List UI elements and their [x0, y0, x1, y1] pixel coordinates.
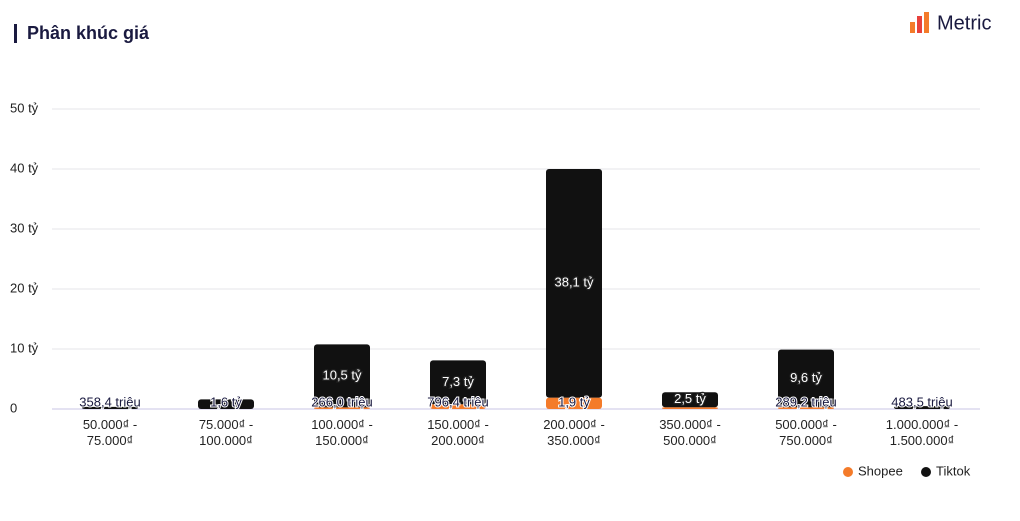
legend-label: Tiktok [936, 463, 971, 478]
y-tick-label: 50 tỷ [10, 100, 39, 115]
x-tick-label: 100.000₫ - 150.000₫ [311, 417, 373, 448]
bar-segment [430, 404, 486, 409]
value-label: 9,6 tỷ [790, 370, 822, 385]
bar-segment [894, 406, 950, 409]
bar-segment [546, 397, 602, 409]
y-tick-label: 10 tỷ [10, 340, 39, 355]
value-label: 483,5 triệu [891, 394, 952, 409]
bar-segment [778, 349, 834, 408]
bar-segment [662, 392, 718, 408]
bar-segment [662, 407, 718, 409]
bar-segment [82, 406, 138, 409]
y-tick-label: 0 [10, 400, 17, 415]
x-tick-label: 50.000₫ - 75.000₫ [82, 417, 138, 448]
y-tick-label: 40 tỷ [10, 160, 39, 175]
bar-segment [314, 407, 370, 409]
bar-segment [778, 407, 834, 409]
value-label: 1,9 tỷ [558, 394, 590, 409]
legend-label: Shopee [858, 463, 903, 478]
x-tick-label: 75.000₫ - 100.000₫ [198, 417, 254, 448]
title-bar [14, 24, 17, 43]
value-label: 796,4 triệu [427, 394, 488, 409]
x-tick-label: 1.000.000₫ - 1.500.000₫ [885, 417, 959, 448]
value-label: 289,2 triệu [775, 394, 836, 409]
brand: Metric [937, 12, 991, 34]
x-tick-label: 200.000₫ - 350.000₫ [543, 417, 605, 448]
bar-segment [430, 360, 486, 405]
bar-segment [546, 169, 602, 398]
x-tick-label: 350.000₫ - 500.000₫ [659, 417, 721, 448]
legend-swatch [843, 467, 853, 477]
y-tick-label: 20 tỷ [10, 280, 39, 295]
value-label: 358,4 triệu [79, 394, 140, 409]
x-tick-label: 150.000₫ - 200.000₫ [427, 417, 489, 448]
value-label: 1,6 tỷ [210, 394, 242, 409]
legend-swatch [921, 467, 931, 477]
chart-title: Phân khúc giá [27, 23, 150, 43]
value-label: 38,1 tỷ [554, 275, 594, 290]
value-label: 10,5 tỷ [322, 367, 362, 382]
bar-segment [314, 344, 370, 408]
logo [910, 12, 929, 33]
value-label: 2,5 tỷ [674, 391, 706, 406]
value-label: 7,3 tỷ [442, 374, 474, 389]
bar-segment [198, 399, 254, 409]
x-tick-label: 500.000₫ - 750.000₫ [775, 417, 837, 448]
y-tick-label: 30 tỷ [10, 220, 39, 235]
value-label: 266,0 triệu [311, 394, 372, 409]
